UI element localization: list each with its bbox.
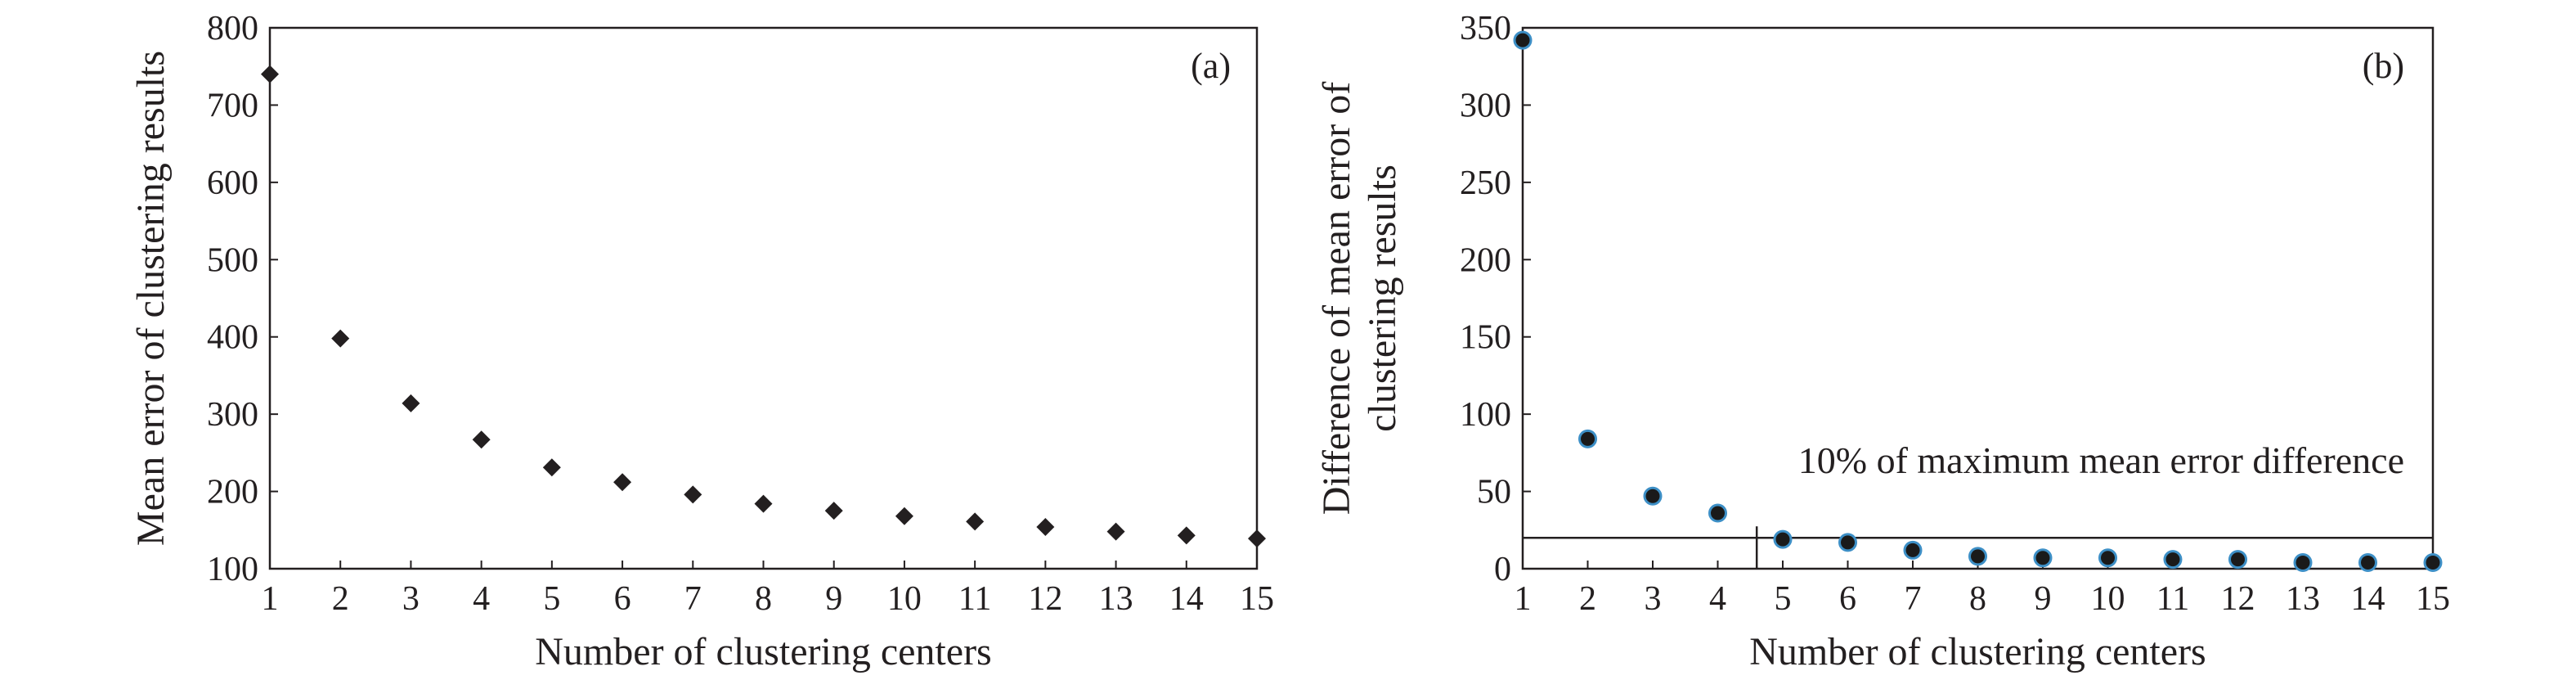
data-point-circle [1708, 503, 1727, 523]
x-tick-label: 3 [402, 580, 420, 618]
y-tick-label: 300 [1460, 87, 1511, 124]
plot-frame [268, 26, 1259, 570]
data-point-circle [2293, 552, 2313, 572]
x-tick-label: 10 [887, 580, 922, 618]
x-tick-label: 1 [1515, 580, 1532, 618]
x-tick-label: 4 [1709, 580, 1726, 618]
data-point-diamond [684, 485, 702, 504]
y-axis-title-line: Difference of mean error of [1315, 82, 1358, 515]
y-tick-label: 300 [207, 396, 258, 434]
data-point-diamond [331, 329, 350, 348]
x-tick-label: 1 [262, 580, 279, 618]
y-axis-title-line: Mean error of clustering results [129, 51, 173, 546]
y-tick-label: 600 [207, 164, 258, 202]
data-point-circle [2423, 552, 2443, 572]
x-tick-label: 5 [543, 580, 560, 618]
x-tick-label: 9 [825, 580, 842, 618]
data-point-diamond [1036, 518, 1055, 537]
plot-frame [1521, 26, 2435, 570]
data-point-circle [2358, 552, 2377, 572]
x-tick-label: 10 [2091, 580, 2125, 618]
y-tick-label: 200 [1460, 241, 1511, 279]
y-tick-label: 700 [207, 87, 258, 124]
y-tick-label: 100 [207, 551, 258, 588]
x-tick-label: 9 [2035, 580, 2052, 618]
x-tick-label: 7 [1905, 580, 1922, 618]
x-tick-label: 13 [2286, 580, 2320, 618]
panel-a: 1 2 3 4 5 6 7 8 9 10 11 12 13 14 151002003004005006007… [129, 10, 1274, 673]
x-axis-title: Number of clustering centers [535, 630, 991, 673]
data-point-diamond [261, 65, 279, 83]
y-tick-label: 200 [207, 474, 258, 511]
data-point-diamond [895, 507, 913, 525]
data-point-circle [2163, 550, 2183, 570]
data-point-diamond [1248, 529, 1266, 548]
y-tick-label: 100 [1460, 396, 1511, 434]
x-tick-label: 8 [1969, 580, 1986, 618]
data-point-diamond [542, 458, 561, 477]
y-tick-label: 0 [1494, 551, 1511, 588]
x-tick-label: 14 [1169, 580, 1204, 618]
x-tick-label: 2 [1579, 580, 1596, 618]
data-point-diamond [1106, 522, 1125, 541]
panel-tag: (a) [1191, 46, 1231, 86]
data-point-diamond [472, 430, 491, 449]
x-tick-label: 5 [1775, 580, 1792, 618]
x-tick-label: 6 [614, 580, 631, 618]
data-point-circle [1643, 486, 1663, 506]
y-axis-title: Difference of mean error ofclustering re… [1315, 82, 1404, 515]
y-axis-title-line: clustering results [1361, 164, 1404, 432]
data-point-circle [2228, 550, 2247, 570]
x-tick-label: 15 [2416, 580, 2450, 618]
x-tick-label: 14 [2351, 580, 2385, 618]
y-tick-label: 50 [1477, 474, 1511, 511]
data-point-circle [1513, 30, 1533, 50]
data-point-circle [1838, 533, 1857, 552]
panel-tag: (b) [2363, 46, 2404, 86]
data-point-diamond [1177, 526, 1196, 545]
x-tick-label: 15 [1240, 580, 1274, 618]
panel-b: 1 2 3 4 5 6 7 8 9 10 11 12 13 14 150501001502002503003… [1315, 10, 2450, 673]
x-tick-label: 12 [2221, 580, 2255, 618]
x-tick-label: 4 [473, 580, 490, 618]
threshold-annotation: 10% of maximum mean error difference [1798, 439, 2404, 481]
y-tick-label: 150 [1460, 319, 1511, 357]
data-point-circle [1903, 540, 1923, 560]
x-tick-label: 7 [684, 580, 702, 618]
x-tick-label: 11 [2156, 580, 2189, 618]
data-point-circle [1968, 547, 1987, 566]
y-tick-label: 400 [207, 319, 258, 357]
x-tick-label: 6 [1839, 580, 1856, 618]
x-tick-label: 11 [958, 580, 991, 618]
data-point-diamond [754, 494, 773, 513]
x-tick-label: 3 [1645, 580, 1662, 618]
data-point-circle [2033, 548, 2053, 568]
x-tick-label: 2 [332, 580, 349, 618]
data-point-circle [2098, 548, 2117, 568]
x-tick-label: 13 [1099, 580, 1133, 618]
x-tick-label: 12 [1028, 580, 1062, 618]
y-tick-label: 800 [207, 10, 258, 47]
data-point-circle [1773, 529, 1793, 549]
x-tick-label: 8 [755, 580, 772, 618]
y-tick-label: 350 [1460, 10, 1511, 47]
y-axis-title: Mean error of clustering results [129, 51, 173, 546]
data-point-circle [1578, 429, 1597, 448]
y-tick-label: 250 [1460, 164, 1511, 202]
data-point-diamond [613, 473, 632, 492]
data-point-diamond [402, 394, 420, 412]
data-point-diamond [824, 502, 843, 520]
data-point-diamond [966, 512, 985, 531]
x-axis-title: Number of clustering centers [1749, 630, 2206, 673]
y-tick-label: 500 [207, 241, 258, 279]
